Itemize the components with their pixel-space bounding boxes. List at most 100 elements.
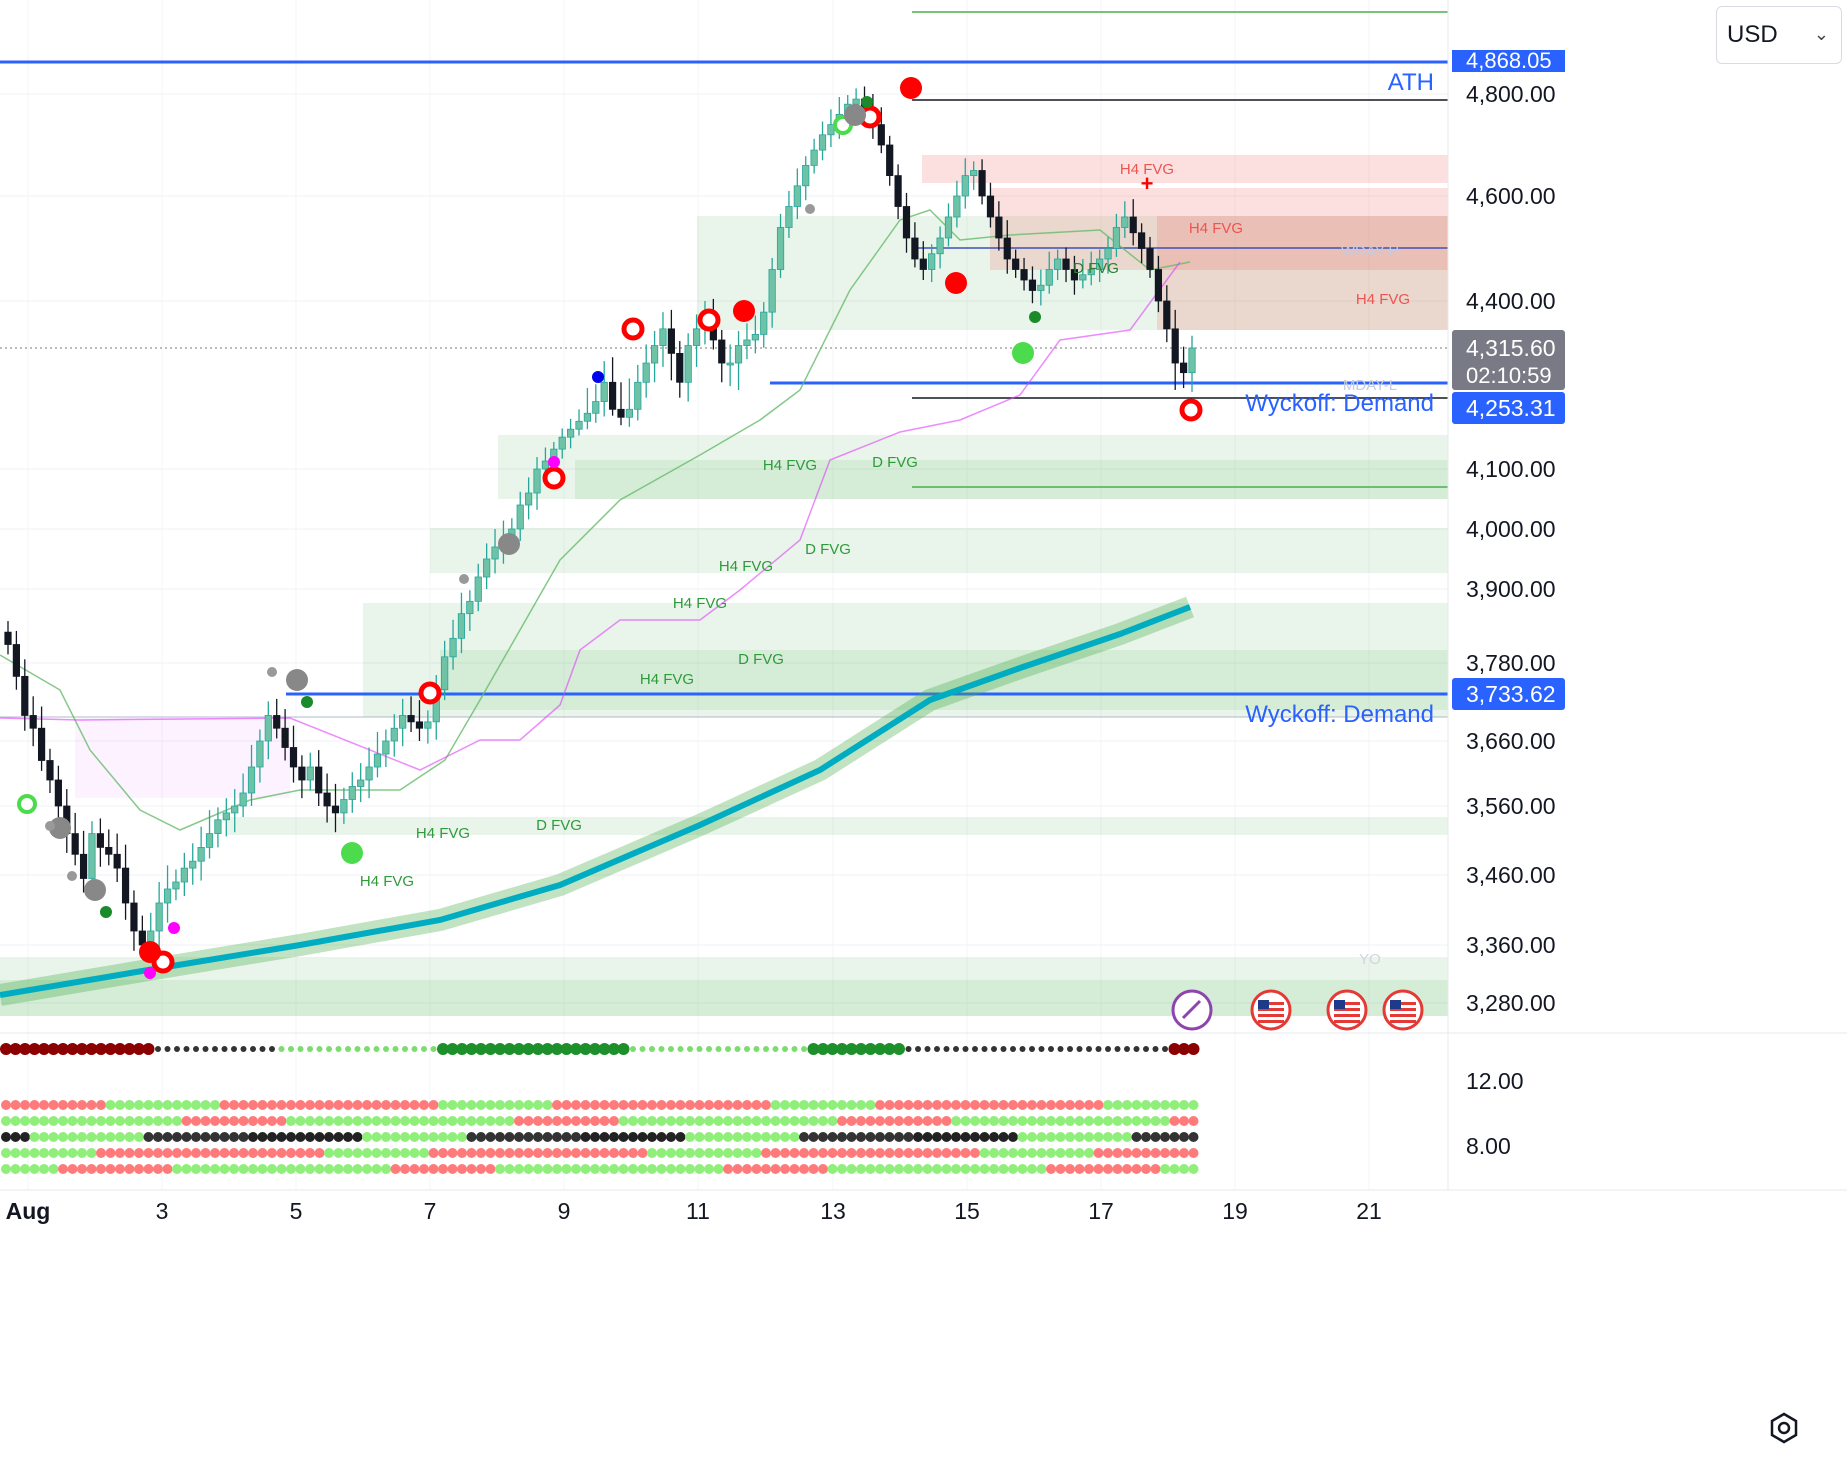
- candle[interactable]: [986, 195, 995, 218]
- candle[interactable]: [121, 867, 130, 904]
- candle[interactable]: [172, 881, 180, 890]
- candle[interactable]: [281, 727, 289, 748]
- candle[interactable]: [1180, 362, 1188, 374]
- candle[interactable]: [1003, 237, 1011, 260]
- candle[interactable]: [88, 833, 96, 879]
- candle[interactable]: [441, 656, 449, 691]
- candle[interactable]: [306, 766, 314, 781]
- candle[interactable]: [273, 715, 281, 729]
- candle[interactable]: [533, 468, 541, 494]
- candle[interactable]: [373, 753, 382, 768]
- candle[interactable]: [197, 847, 205, 862]
- candle[interactable]: [1188, 347, 1196, 374]
- candle[interactable]: [785, 206, 793, 228]
- candle[interactable]: [634, 381, 642, 410]
- candle[interactable]: [256, 740, 264, 768]
- candle[interactable]: [289, 747, 298, 768]
- candle[interactable]: [12, 644, 20, 677]
- candle[interactable]: [1028, 279, 1037, 291]
- candle[interactable]: [466, 600, 474, 615]
- candle[interactable]: [382, 740, 390, 755]
- candle[interactable]: [180, 867, 188, 883]
- candle[interactable]: [525, 492, 533, 506]
- candle[interactable]: [105, 847, 113, 855]
- candle[interactable]: [424, 721, 432, 729]
- candle[interactable]: [743, 339, 751, 346]
- candle[interactable]: [1087, 269, 1095, 276]
- candle[interactable]: [457, 613, 466, 639]
- candle[interactable]: [1129, 216, 1137, 234]
- candle[interactable]: [239, 792, 247, 807]
- candle[interactable]: [541, 460, 550, 470]
- candle[interactable]: [818, 134, 827, 151]
- candle[interactable]: [852, 98, 860, 105]
- candle[interactable]: [1079, 274, 1087, 281]
- candle[interactable]: [625, 408, 633, 418]
- candle[interactable]: [575, 420, 583, 430]
- candle[interactable]: [348, 786, 356, 800]
- currency-selector[interactable]: USD ⌄: [1716, 6, 1842, 64]
- candle[interactable]: [886, 144, 894, 177]
- candle[interactable]: [617, 408, 625, 418]
- candle[interactable]: [995, 216, 1003, 239]
- candle[interactable]: [810, 149, 818, 166]
- candle[interactable]: [978, 170, 986, 197]
- candle[interactable]: [407, 715, 415, 723]
- candle[interactable]: [944, 216, 953, 239]
- candle[interactable]: [1020, 269, 1028, 281]
- candle[interactable]: [953, 195, 961, 218]
- candle[interactable]: [264, 715, 272, 742]
- candle[interactable]: [1037, 284, 1045, 291]
- candle[interactable]: [970, 170, 978, 176]
- candle[interactable]: [592, 401, 600, 414]
- candle[interactable]: [961, 175, 969, 197]
- candle[interactable]: [919, 258, 927, 270]
- candle[interactable]: [247, 766, 256, 794]
- candle[interactable]: [676, 352, 684, 383]
- candle[interactable]: [54, 779, 62, 807]
- candle[interactable]: [1138, 232, 1146, 249]
- candle[interactable]: [768, 269, 776, 313]
- candle[interactable]: [1121, 216, 1129, 228]
- candle[interactable]: [71, 833, 79, 855]
- candle[interactable]: [1171, 328, 1179, 364]
- candle[interactable]: [936, 237, 944, 255]
- candle[interactable]: [155, 902, 163, 932]
- candle[interactable]: [96, 833, 104, 848]
- candle[interactable]: [516, 504, 524, 530]
- candle[interactable]: [827, 124, 835, 136]
- candle[interactable]: [1104, 248, 1112, 260]
- candle[interactable]: [1112, 227, 1121, 249]
- candle[interactable]: [751, 334, 759, 341]
- candle[interactable]: [474, 576, 482, 602]
- candle[interactable]: [659, 328, 667, 346]
- candle[interactable]: [1012, 258, 1020, 270]
- candle[interactable]: [760, 311, 768, 335]
- candle[interactable]: [315, 766, 323, 794]
- candle[interactable]: [718, 339, 726, 364]
- candle[interactable]: [323, 792, 331, 807]
- candle[interactable]: [802, 164, 810, 187]
- candle[interactable]: [1154, 269, 1163, 302]
- candle[interactable]: [667, 328, 675, 354]
- candle[interactable]: [877, 124, 885, 146]
- candle[interactable]: [298, 766, 306, 781]
- settings-icon[interactable]: [1766, 1410, 1802, 1446]
- candle[interactable]: [1054, 258, 1062, 270]
- candle[interactable]: [928, 253, 936, 270]
- candle[interactable]: [113, 853, 121, 869]
- candle[interactable]: [608, 381, 617, 410]
- candle[interactable]: [231, 805, 239, 814]
- candle[interactable]: [222, 812, 230, 821]
- candle[interactable]: [189, 860, 197, 869]
- candle[interactable]: [894, 175, 902, 207]
- candle[interactable]: [650, 345, 659, 364]
- candle[interactable]: [567, 428, 575, 438]
- candle[interactable]: [1045, 269, 1053, 286]
- candle[interactable]: [902, 206, 911, 239]
- candle[interactable]: [776, 227, 785, 270]
- candle[interactable]: [491, 546, 499, 560]
- candle[interactable]: [1146, 248, 1154, 270]
